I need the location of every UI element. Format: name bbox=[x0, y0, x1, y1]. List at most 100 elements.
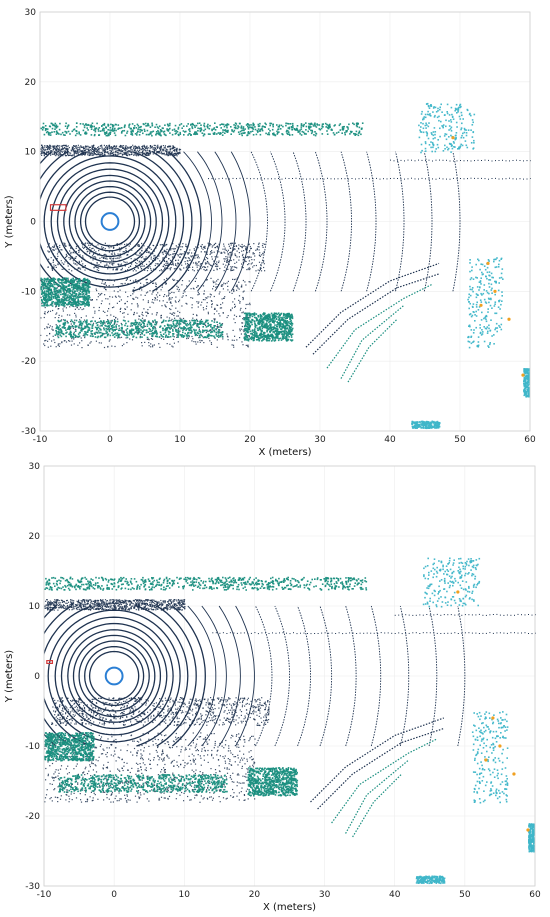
point bbox=[95, 278, 97, 280]
point bbox=[206, 262, 208, 264]
point bbox=[144, 258, 146, 260]
point bbox=[272, 125, 274, 128]
point bbox=[135, 153, 137, 155]
point bbox=[145, 248, 147, 250]
point bbox=[145, 154, 147, 156]
point bbox=[103, 327, 105, 330]
point bbox=[110, 250, 112, 252]
point bbox=[55, 130, 58, 132]
road-point bbox=[348, 178, 349, 180]
point bbox=[76, 151, 78, 153]
road-point bbox=[421, 159, 423, 161]
point bbox=[241, 325, 243, 328]
point bbox=[228, 263, 230, 265]
point bbox=[58, 281, 61, 284]
point bbox=[239, 245, 241, 247]
point bbox=[243, 290, 245, 292]
point bbox=[169, 132, 171, 134]
point bbox=[78, 278, 81, 280]
point bbox=[200, 304, 202, 306]
point bbox=[75, 314, 77, 316]
point bbox=[42, 151, 44, 153]
point bbox=[41, 301, 44, 304]
point bbox=[141, 313, 143, 315]
point bbox=[154, 328, 157, 330]
point bbox=[176, 265, 178, 267]
point bbox=[285, 122, 287, 125]
point bbox=[252, 126, 254, 129]
point bbox=[296, 129, 299, 131]
point bbox=[259, 122, 261, 125]
point bbox=[111, 325, 114, 327]
point bbox=[208, 337, 210, 339]
point bbox=[118, 148, 120, 151]
point bbox=[183, 326, 185, 328]
point bbox=[169, 335, 172, 338]
road-point bbox=[334, 178, 335, 180]
road-point bbox=[404, 160, 405, 162]
point bbox=[165, 306, 167, 308]
point bbox=[49, 325, 51, 327]
point bbox=[47, 148, 49, 151]
point bbox=[328, 125, 330, 128]
point bbox=[210, 277, 212, 279]
point bbox=[67, 301, 70, 304]
point bbox=[51, 301, 53, 303]
point bbox=[109, 149, 111, 151]
point bbox=[71, 130, 74, 133]
point bbox=[112, 124, 115, 127]
point bbox=[61, 342, 63, 344]
point bbox=[139, 131, 141, 133]
point bbox=[79, 249, 81, 251]
point bbox=[174, 300, 176, 302]
point bbox=[141, 345, 143, 347]
point bbox=[142, 153, 144, 155]
point bbox=[360, 133, 362, 136]
point bbox=[93, 149, 95, 151]
point bbox=[111, 129, 114, 131]
scan-rings bbox=[40, 151, 461, 292]
point bbox=[61, 151, 63, 153]
point bbox=[53, 339, 55, 341]
point bbox=[90, 250, 92, 253]
point bbox=[223, 129, 226, 132]
point bbox=[171, 263, 173, 265]
point bbox=[173, 256, 176, 259]
point bbox=[261, 245, 264, 247]
point bbox=[155, 131, 158, 133]
point bbox=[168, 326, 170, 328]
point bbox=[245, 303, 247, 306]
point bbox=[175, 148, 177, 150]
road-point bbox=[481, 160, 482, 161]
point bbox=[51, 326, 53, 328]
point bbox=[77, 153, 79, 155]
point bbox=[218, 313, 220, 315]
point bbox=[46, 335, 48, 337]
point bbox=[93, 150, 95, 152]
point bbox=[172, 149, 175, 152]
point bbox=[58, 326, 60, 328]
point bbox=[179, 269, 181, 271]
point bbox=[93, 151, 95, 154]
point bbox=[69, 281, 72, 283]
point bbox=[176, 152, 178, 154]
point bbox=[357, 134, 360, 137]
point bbox=[101, 147, 103, 149]
point bbox=[138, 331, 141, 333]
point bbox=[92, 154, 94, 156]
point bbox=[136, 259, 139, 262]
point bbox=[64, 147, 66, 149]
point bbox=[94, 265, 96, 267]
point bbox=[227, 249, 229, 251]
point bbox=[177, 254, 179, 256]
point bbox=[253, 253, 255, 255]
point bbox=[215, 328, 217, 330]
point bbox=[197, 341, 199, 343]
point bbox=[83, 277, 86, 280]
point bbox=[75, 335, 77, 338]
point bbox=[63, 285, 66, 287]
point bbox=[76, 153, 78, 155]
point bbox=[161, 286, 163, 288]
point bbox=[169, 154, 171, 156]
point bbox=[165, 256, 168, 258]
